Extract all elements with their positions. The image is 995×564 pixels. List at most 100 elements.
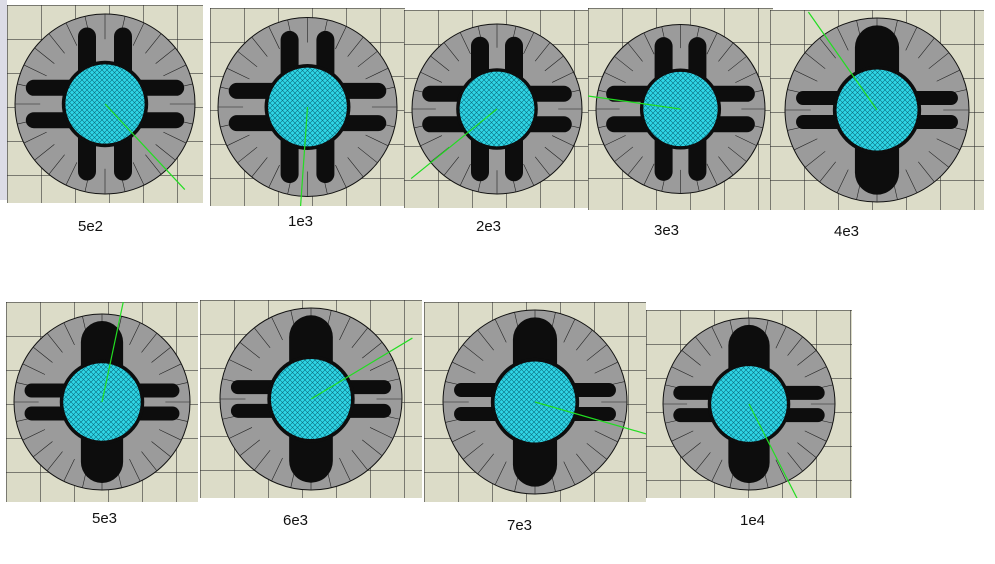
spoke [523,32,535,54]
spoke [681,350,701,366]
spoke [23,131,47,144]
shape-render [588,24,766,194]
spoke [594,430,619,443]
shape-render [784,11,970,203]
spoke [804,52,826,69]
spoke [34,47,55,64]
spoke [462,344,484,361]
spoke [787,452,803,472]
spoke [804,430,827,442]
spoke [604,72,626,83]
mesh-core [494,361,576,443]
spoke [226,134,250,147]
spoke [627,42,643,62]
spoke [48,33,65,54]
spoke [158,363,182,375]
spoke [132,22,145,46]
spoke [254,327,271,348]
spoke [22,429,46,441]
spoke [544,55,564,72]
spoke [494,318,507,343]
spoke [339,457,351,482]
spoke [48,154,65,175]
spoke [271,316,283,341]
spoke [163,131,187,144]
spoke [351,327,368,348]
spoke [643,163,655,186]
spoke [63,458,75,482]
spoke [451,361,476,374]
spoke [151,346,171,363]
spoke [46,333,63,353]
spoke [251,36,268,57]
spoke [420,71,442,83]
spoke [151,441,171,458]
spoke [459,164,471,186]
spoke [793,69,818,82]
shape-render [14,13,196,195]
spoke [33,441,53,458]
panel-5e2 [7,5,203,203]
ray-line [807,11,878,111]
spoke [711,459,723,482]
spoke [936,138,961,151]
spoke [451,430,476,443]
spoke [65,22,78,46]
spoke [362,439,383,456]
spoke [936,69,961,82]
spoke [804,366,827,378]
spoke [552,71,574,83]
ray-line [410,108,498,180]
spoke [141,451,158,471]
spoke [928,151,950,168]
panel-3e3 [588,8,773,210]
panel-6e3 [200,300,422,498]
spoke [534,156,551,176]
spoke [462,443,484,460]
spoke [706,163,718,186]
spoke [706,32,718,55]
spoke [836,26,849,51]
spoke [268,164,280,188]
ray-line [299,106,309,206]
panel-1e3 [210,8,405,206]
spoke [918,161,935,183]
spoke [365,67,389,80]
spoke [905,169,918,194]
spoke [237,146,258,164]
spoke [443,156,460,176]
shape-render [219,307,413,491]
spoke [357,50,378,68]
spoke [362,342,383,359]
spoke [132,162,145,186]
spoke [369,359,394,371]
spoke [804,151,826,168]
spoke [226,67,250,80]
label-5e3: 5e3 [92,510,118,527]
spoke [145,154,162,175]
spoke [145,33,162,54]
spoke [46,451,63,471]
label-1e3: 1e3 [288,213,314,230]
spoke [775,326,787,349]
spoke [604,135,626,146]
spoke [552,135,574,147]
label-4e3: 4e3 [834,223,860,240]
label-6e3: 6e3 [283,512,309,529]
spoke [63,322,75,346]
panel-1e4 [646,310,852,498]
spoke [129,458,141,482]
spoke [443,42,460,62]
spoke [735,72,757,83]
ray-line [101,302,124,403]
spoke [254,450,271,471]
shape-render [13,302,191,491]
spoke [347,157,364,178]
spoke [586,443,608,460]
spoke [239,342,260,359]
ray-line [748,403,798,498]
spoke [614,56,634,72]
spoke [33,346,53,363]
spoke [155,47,176,64]
